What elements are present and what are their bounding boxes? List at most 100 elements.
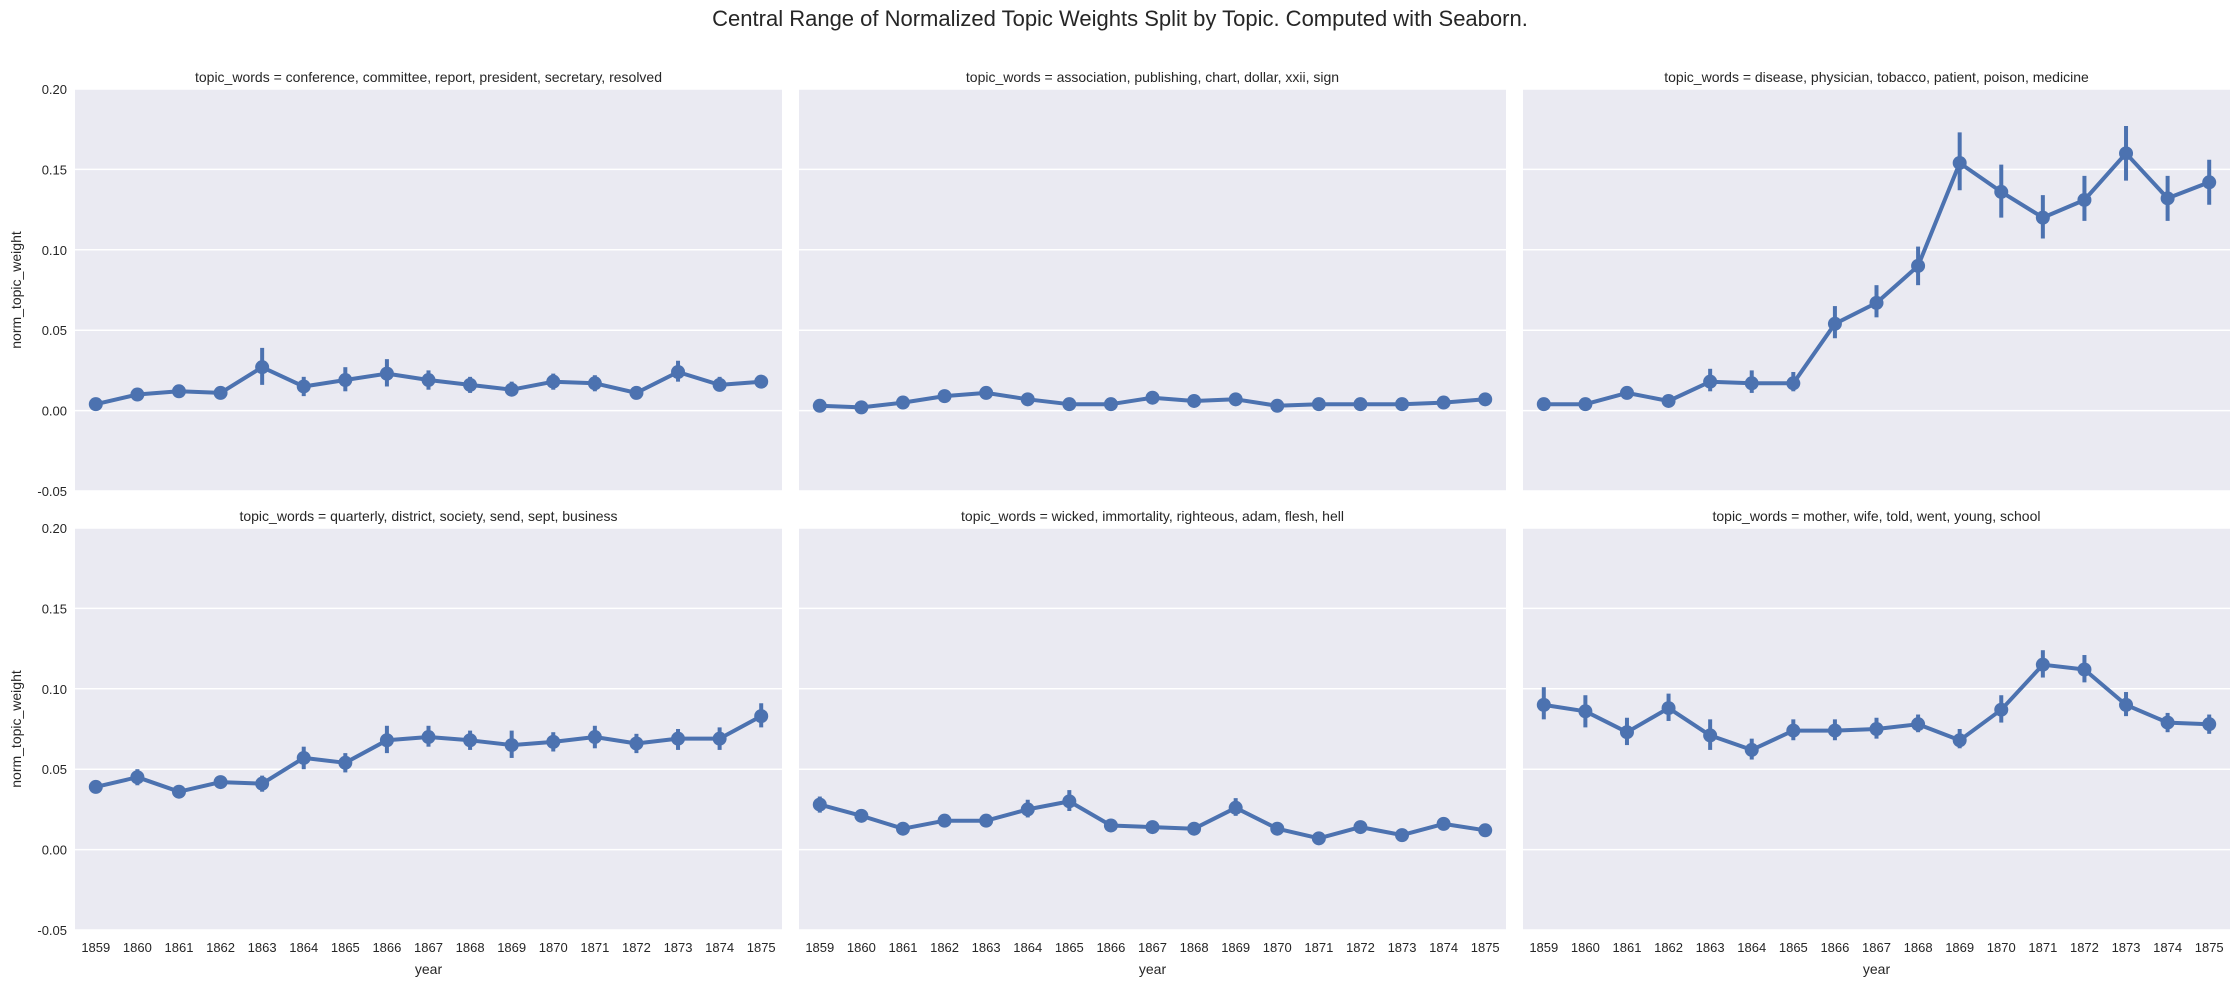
data-point (2160, 715, 2175, 730)
x-tick-label: 1859 (1529, 940, 1558, 955)
data-point (812, 797, 827, 812)
data-point (130, 770, 145, 785)
data-point (1395, 397, 1410, 412)
data-point (979, 813, 994, 828)
x-tick-label: 1869 (1221, 940, 1250, 955)
data-point (1062, 794, 1077, 809)
data-point (2035, 210, 2050, 225)
y-tick-label: 0.15 (42, 601, 67, 616)
panel-title: topic_words = disease, physician, tobacc… (1664, 69, 2089, 85)
panel-title: topic_words = mother, wife, told, went, … (1712, 508, 2040, 524)
facet-panel-1: -0.05 0.00 0.05 0.10 0.15 0.20 topic_words = c… (8, 69, 782, 499)
data-point (1228, 392, 1243, 407)
data-point (812, 398, 827, 413)
y-tick-label: -0.05 (37, 484, 67, 499)
data-point (1536, 697, 1551, 712)
x-tick-label: 1874 (705, 940, 734, 955)
data-point (1827, 723, 1842, 738)
data-point (255, 776, 270, 791)
data-point (1062, 397, 1077, 412)
data-point (1869, 722, 1884, 736)
x-tick-label: 1862 (206, 940, 235, 955)
data-point (587, 730, 602, 745)
panel-title: topic_words = wicked, immortality, right… (961, 508, 1344, 524)
data-point (463, 377, 478, 392)
y-tick-label: 0.05 (42, 762, 67, 777)
facet-panel-2: topic_words = association, publishing, c… (799, 69, 1506, 492)
data-point (754, 709, 769, 724)
data-point (379, 366, 394, 381)
data-point (2202, 717, 2217, 732)
data-point (2119, 146, 2134, 161)
x-tick-label: 1867 (1138, 940, 1167, 955)
data-point (1578, 704, 1593, 719)
data-point (1187, 393, 1202, 408)
data-point (1911, 717, 1926, 732)
x-tick-label: 1871 (2028, 940, 2057, 955)
y-tick-label: -0.05 (37, 923, 67, 938)
x-tick-label: 1870 (1263, 940, 1292, 955)
x-tick-label: 1866 (1096, 940, 1125, 955)
x-tick-label: 1866 (1820, 940, 1849, 955)
data-point (130, 387, 145, 402)
data-point (2119, 697, 2134, 712)
data-point (1311, 397, 1326, 412)
data-point (1270, 821, 1285, 836)
data-point (88, 779, 103, 794)
data-point (587, 376, 602, 391)
data-point (2077, 192, 2092, 207)
data-point (937, 813, 952, 828)
data-point (504, 382, 519, 397)
data-point (2160, 191, 2175, 206)
x-tick-label: 1872 (1346, 940, 1375, 955)
x-tick-label: 1873 (2112, 940, 2141, 955)
x-tick-label: 1868 (1180, 940, 1209, 955)
panel-title: topic_words = quarterly, district, socie… (239, 508, 617, 524)
x-tick-label: 1869 (497, 940, 526, 955)
x-tick-label: 1863 (1696, 940, 1725, 955)
y-axis-label: norm_topic_weight (8, 231, 24, 349)
x-tick-label: 1860 (1571, 940, 1600, 955)
chart-title: Central Range of Normalized Topic Weight… (712, 6, 1528, 31)
y-tick-label: 0.00 (42, 404, 67, 419)
x-axis-label: year (415, 961, 443, 977)
y-tick-label: 0.15 (42, 162, 67, 177)
y-tick-label: 0.10 (42, 243, 67, 258)
data-point (1619, 385, 1634, 400)
y-tick-label: 0.20 (42, 521, 67, 536)
x-tick-label: 1867 (1862, 940, 1891, 955)
data-point (1145, 820, 1160, 835)
data-point (854, 400, 869, 415)
data-point (2202, 175, 2217, 190)
x-tick-label: 1867 (414, 940, 443, 955)
x-tick-label: 1871 (580, 940, 609, 955)
x-tick-label: 1868 (1904, 940, 1933, 955)
data-point (979, 385, 994, 400)
y-tick-label: 0.00 (42, 843, 67, 858)
x-tick-label: 1861 (165, 940, 194, 955)
data-point (895, 395, 910, 410)
facet-panel-3: topic_words = disease, physician, tobacc… (1523, 69, 2230, 492)
x-tick-label: 1859 (81, 940, 110, 955)
x-axis-label: year (1863, 961, 1891, 977)
x-tick-label: 1870 (539, 940, 568, 955)
x-tick-label: 1875 (747, 940, 776, 955)
data-point (1187, 821, 1202, 836)
data-point (1478, 823, 1493, 838)
x-tick-label: 1862 (930, 940, 959, 955)
data-point (1994, 184, 2009, 199)
data-point (1395, 828, 1410, 843)
data-point (504, 738, 519, 753)
data-point (213, 385, 228, 400)
panel-background (799, 89, 1506, 491)
x-tick-label: 1864 (1013, 940, 1042, 955)
data-point (1020, 802, 1035, 817)
x-tick-label: 1864 (1737, 940, 1766, 955)
x-tick-label: 1864 (289, 940, 318, 955)
data-point (88, 397, 103, 412)
data-point (338, 755, 353, 770)
data-point (1703, 728, 1718, 743)
x-tick-label: 1860 (847, 940, 876, 955)
data-point (338, 373, 353, 388)
